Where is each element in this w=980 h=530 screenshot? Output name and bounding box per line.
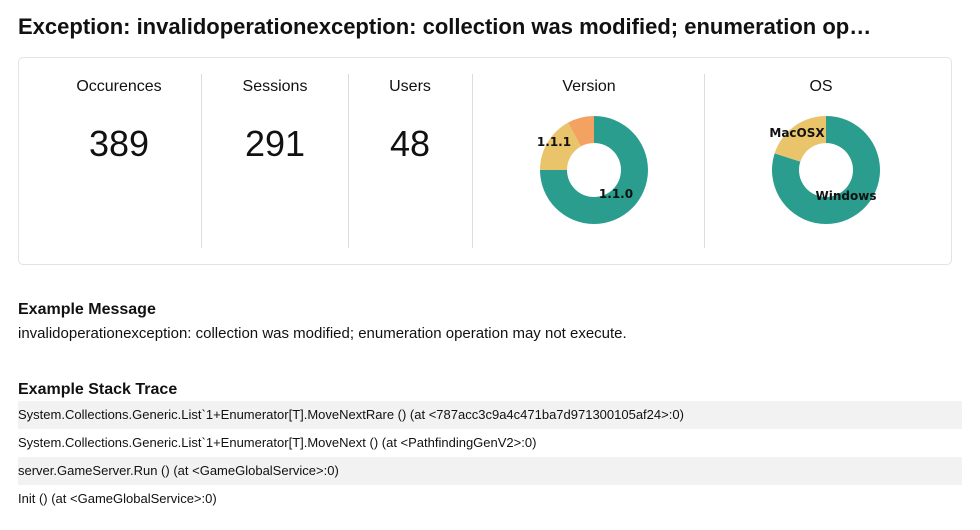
- version-label: Version: [562, 78, 616, 95]
- donut-slice-windows: [772, 116, 880, 224]
- version-stat: Version 1.1.0 1.1.1: [484, 58, 694, 264]
- stack-trace-heading: Example Stack Trace: [18, 381, 178, 398]
- occurences-label: Occurences: [76, 78, 162, 95]
- os-stat: OS Windows MacOSX: [716, 58, 926, 264]
- version-donut-chart: 1.1.0 1.1.1: [537, 116, 648, 224]
- donut-slice-1-1-0: [540, 116, 648, 224]
- donut-label: 1.1.1: [537, 135, 571, 149]
- stack-trace-line: System.Collections.Generic.List`1+Enumer…: [18, 435, 537, 450]
- os-label: OS: [809, 78, 833, 95]
- donut-label: MacOSX: [769, 126, 825, 140]
- donut-label: 1.1.0: [599, 187, 633, 201]
- divider: [201, 74, 202, 248]
- users-label: Users: [389, 78, 431, 95]
- divider: [348, 74, 349, 248]
- stack-trace-line: server.GameServer.Run () (at <GameGlobal…: [18, 457, 962, 485]
- sessions-label: Sessions: [242, 78, 308, 95]
- page-title: Exception: invalidoperationexception: co…: [18, 14, 872, 39]
- donut-slice-1-1-1: [540, 122, 581, 170]
- stack-trace-list: System.Collections.Generic.List`1+Enumer…: [18, 401, 962, 513]
- divider: [704, 74, 705, 248]
- divider: [472, 74, 473, 248]
- stack-trace-line: Init () (at <GameGlobalService>:0): [18, 491, 217, 506]
- occurences-value: 389: [88, 123, 150, 164]
- donut-label: Windows: [816, 189, 877, 203]
- users-value: 48: [389, 123, 431, 164]
- users-stat: Users 48: [350, 58, 470, 264]
- stats-card: Occurences 389 Sessions 291 Users 48 Ver…: [18, 57, 952, 265]
- donut-slice-macosx: [774, 116, 826, 162]
- stack-trace-line: System.Collections.Generic.List`1+Enumer…: [18, 401, 962, 429]
- occurences-stat: Occurences 389: [59, 58, 179, 264]
- donut-slice-other: [567, 116, 594, 147]
- os-donut-chart: Windows MacOSX: [769, 116, 880, 224]
- sessions-stat: Sessions 291: [215, 58, 335, 264]
- sessions-value: 291: [244, 123, 306, 164]
- example-message-heading: Example Message: [18, 301, 156, 318]
- example-message-text: invalidoperationexception: collection wa…: [18, 325, 627, 342]
